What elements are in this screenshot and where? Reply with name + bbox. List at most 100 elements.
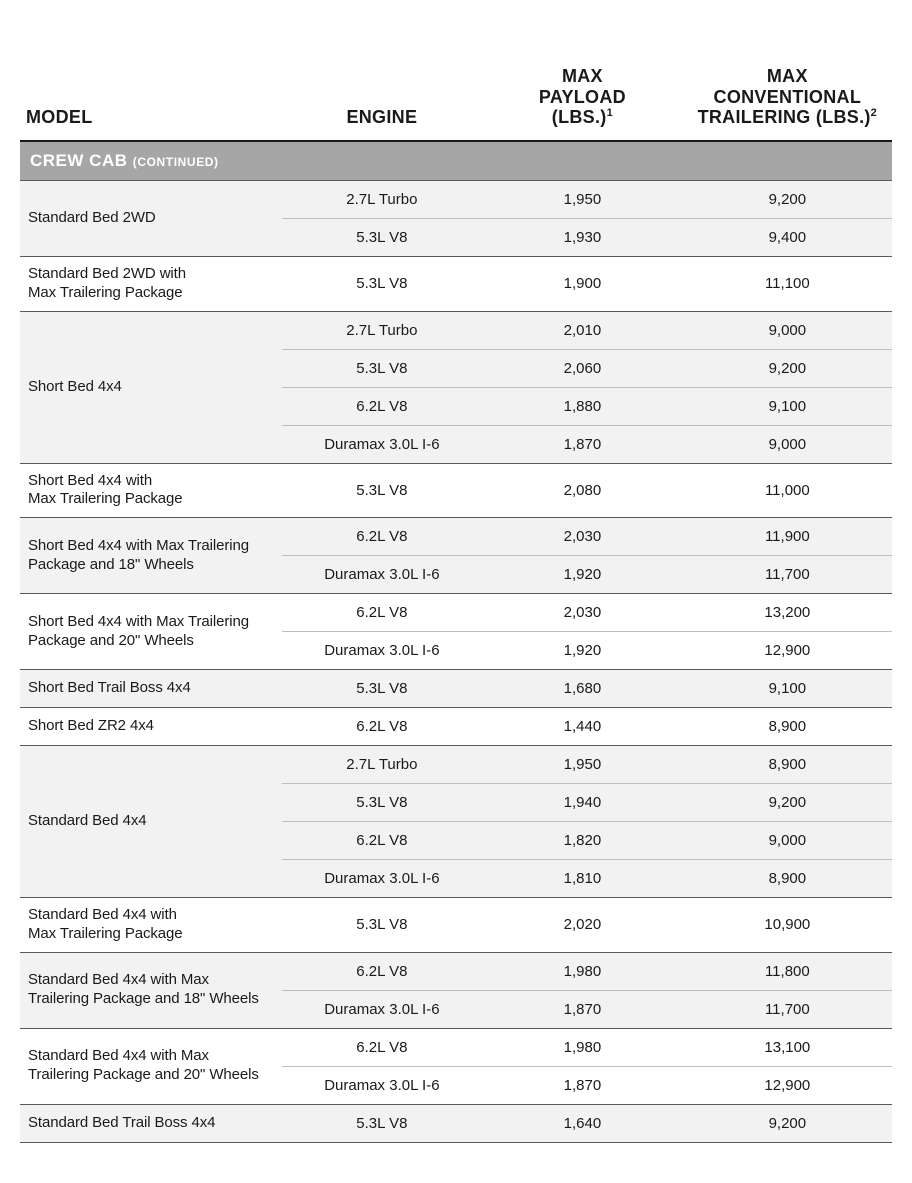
col-payload: MAX PAYLOAD (LBS.)1 <box>482 60 683 141</box>
model-cell: Standard Bed 2WD withMax Trailering Pack… <box>20 257 282 312</box>
trailering-cell: 11,000 <box>683 463 892 518</box>
payload-cell: 1,810 <box>482 860 683 898</box>
table-row: Standard Bed 2WD2.7L Turbo1,9509,200 <box>20 181 892 219</box>
trailering-cell: 11,700 <box>683 556 892 594</box>
payload-cell: 2,060 <box>482 349 683 387</box>
trailering-cell: 11,700 <box>683 990 892 1028</box>
col-payload-l1: MAX <box>562 66 603 86</box>
trailering-cell: 8,900 <box>683 708 892 746</box>
engine-cell: Duramax 3.0L I-6 <box>282 990 483 1028</box>
engine-cell: 6.2L V8 <box>282 952 483 990</box>
engine-cell: Duramax 3.0L I-6 <box>282 425 483 463</box>
engine-cell: 5.3L V8 <box>282 219 483 257</box>
col-payload-l2: PAYLOAD <box>539 87 626 107</box>
engine-cell: 6.2L V8 <box>282 594 483 632</box>
model-cell: Short Bed 4x4 with Max TraileringPackage… <box>20 594 282 670</box>
engine-cell: Duramax 3.0L I-6 <box>282 632 483 670</box>
payload-cell: 1,640 <box>482 1104 683 1142</box>
engine-cell: Duramax 3.0L I-6 <box>282 1066 483 1104</box>
col-trailering: MAX CONVENTIONAL TRAILERING (LBS.)2 <box>683 60 892 141</box>
trailering-cell: 8,900 <box>683 746 892 784</box>
trailering-cell: 9,200 <box>683 349 892 387</box>
engine-cell: 5.3L V8 <box>282 670 483 708</box>
trailering-cell: 11,100 <box>683 257 892 312</box>
payload-cell: 1,870 <box>482 1066 683 1104</box>
table-row: Short Bed Trail Boss 4x45.3L V81,6809,10… <box>20 670 892 708</box>
payload-cell: 1,950 <box>482 181 683 219</box>
col-engine: ENGINE <box>282 60 483 141</box>
table-row: Standard Bed 4x4 with MaxTrailering Pack… <box>20 952 892 990</box>
table-row: Standard Bed 2WD withMax Trailering Pack… <box>20 257 892 312</box>
payload-cell: 1,440 <box>482 708 683 746</box>
payload-cell: 1,870 <box>482 990 683 1028</box>
engine-cell: 2.7L Turbo <box>282 181 483 219</box>
engine-cell: 2.7L Turbo <box>282 311 483 349</box>
engine-cell: Duramax 3.0L I-6 <box>282 860 483 898</box>
trailering-cell: 9,000 <box>683 822 892 860</box>
payload-cell: 1,880 <box>482 387 683 425</box>
payload-cell: 1,950 <box>482 746 683 784</box>
engine-cell: 6.2L V8 <box>282 387 483 425</box>
engine-cell: 5.3L V8 <box>282 898 483 953</box>
model-cell: Short Bed 4x4 <box>20 311 282 463</box>
engine-cell: 6.2L V8 <box>282 1028 483 1066</box>
table-row: Short Bed 4x4 withMax Trailering Package… <box>20 463 892 518</box>
model-cell: Standard Bed 4x4 <box>20 746 282 898</box>
trailering-cell: 11,800 <box>683 952 892 990</box>
col-model: MODEL <box>20 60 282 141</box>
model-cell: Short Bed ZR2 4x4 <box>20 708 282 746</box>
col-payload-l3: (LBS.) <box>552 107 607 127</box>
engine-cell: 6.2L V8 <box>282 708 483 746</box>
payload-cell: 1,930 <box>482 219 683 257</box>
payload-cell: 1,920 <box>482 556 683 594</box>
payload-cell: 1,680 <box>482 670 683 708</box>
section-row: CREW CAB (CONTINUED) <box>20 141 892 181</box>
trailering-cell: 9,000 <box>683 311 892 349</box>
table-row: Short Bed 4x4 with Max TraileringPackage… <box>20 518 892 556</box>
trailering-cell: 11,900 <box>683 518 892 556</box>
payload-cell: 1,820 <box>482 822 683 860</box>
table-row: Short Bed 4x42.7L Turbo2,0109,000 <box>20 311 892 349</box>
payload-cell: 2,080 <box>482 463 683 518</box>
payload-cell: 1,980 <box>482 952 683 990</box>
engine-cell: 5.3L V8 <box>282 1104 483 1142</box>
model-cell: Standard Bed 4x4 with MaxTrailering Pack… <box>20 952 282 1028</box>
trailering-cell: 9,100 <box>683 387 892 425</box>
trailering-cell: 9,100 <box>683 670 892 708</box>
payload-cell: 2,010 <box>482 311 683 349</box>
engine-cell: 2.7L Turbo <box>282 746 483 784</box>
engine-cell: 6.2L V8 <box>282 518 483 556</box>
trailering-cell: 9,200 <box>683 181 892 219</box>
model-cell: Standard Bed 4x4 with MaxTrailering Pack… <box>20 1028 282 1104</box>
payload-cell: 1,940 <box>482 784 683 822</box>
engine-cell: Duramax 3.0L I-6 <box>282 556 483 594</box>
section-sub: (CONTINUED) <box>133 155 219 169</box>
header-row: MODEL ENGINE MAX PAYLOAD (LBS.)1 MAX CON… <box>20 60 892 141</box>
model-cell: Standard Bed Trail Boss 4x4 <box>20 1104 282 1142</box>
engine-cell: 5.3L V8 <box>282 257 483 312</box>
col-trail-sup: 2 <box>871 107 877 119</box>
table-row: Standard Bed Trail Boss 4x45.3L V81,6409… <box>20 1104 892 1142</box>
trailering-cell: 10,900 <box>683 898 892 953</box>
trailering-cell: 8,900 <box>683 860 892 898</box>
payload-cell: 2,030 <box>482 518 683 556</box>
model-cell: Short Bed 4x4 with Max TraileringPackage… <box>20 518 282 594</box>
payload-cell: 1,870 <box>482 425 683 463</box>
model-cell: Short Bed Trail Boss 4x4 <box>20 670 282 708</box>
col-trail-l3: TRAILERING (LBS.) <box>698 107 871 127</box>
model-cell: Standard Bed 2WD <box>20 181 282 257</box>
col-trail-l1: MAX <box>767 66 808 86</box>
col-payload-sup: 1 <box>607 107 613 119</box>
table-row: Short Bed ZR2 4x46.2L V81,4408,900 <box>20 708 892 746</box>
trailering-cell: 9,400 <box>683 219 892 257</box>
model-cell: Standard Bed 4x4 withMax Trailering Pack… <box>20 898 282 953</box>
trailering-cell: 9,200 <box>683 1104 892 1142</box>
payload-cell: 1,980 <box>482 1028 683 1066</box>
payload-cell: 1,920 <box>482 632 683 670</box>
payload-cell: 2,020 <box>482 898 683 953</box>
engine-cell: 5.3L V8 <box>282 784 483 822</box>
trailering-cell: 12,900 <box>683 1066 892 1104</box>
engine-cell: 5.3L V8 <box>282 463 483 518</box>
col-trail-l2: CONVENTIONAL <box>714 87 862 107</box>
payload-cell: 2,030 <box>482 594 683 632</box>
